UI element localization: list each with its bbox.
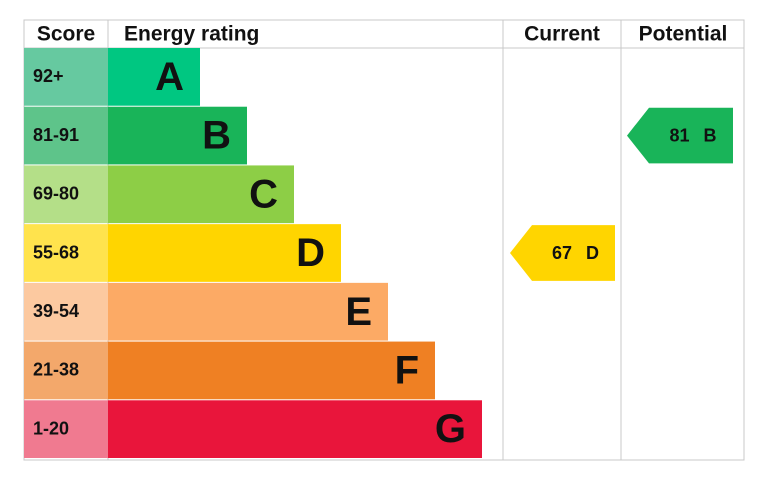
score-cell (24, 106, 108, 165)
score-cell (24, 341, 108, 400)
rating-bar (108, 341, 435, 400)
score-range: 55-68 (33, 242, 79, 262)
score-cell (24, 224, 108, 282)
rating-letter: D (296, 231, 325, 275)
score-range: 21-38 (33, 360, 79, 380)
score-cell (24, 400, 108, 458)
potential-arrow (627, 107, 733, 164)
score-cell (24, 48, 108, 106)
score-range: 39-54 (33, 301, 79, 321)
rating-letter: E (345, 290, 372, 334)
rating-letter: C (249, 172, 278, 216)
potential-band: B (704, 125, 717, 145)
current-band: D (586, 243, 599, 263)
score-range: 69-80 (33, 184, 79, 204)
header-current: Current (524, 23, 600, 46)
rating-letter: F (395, 348, 419, 392)
rating-bar (108, 400, 482, 458)
header-potential: Potential (639, 23, 728, 46)
score-range: 1-20 (33, 418, 69, 438)
rating-bar (108, 48, 200, 106)
rating-bar (108, 224, 341, 282)
rating-bar (108, 106, 247, 165)
header-score: Score (37, 23, 95, 46)
current-arrow (510, 225, 615, 281)
rating-letter: G (435, 407, 466, 451)
header-rating: Energy rating (124, 23, 259, 46)
rating-letter: B (202, 114, 231, 158)
potential-label: 81 B (669, 125, 716, 145)
rating-letter: A (155, 55, 184, 99)
current-label: 67 D (552, 243, 599, 263)
rating-bar (108, 165, 294, 224)
score-cell (24, 282, 108, 341)
score-cell (24, 165, 108, 224)
potential-score: 81 (669, 125, 689, 145)
rating-bar (108, 282, 388, 341)
current-score: 67 (552, 243, 572, 263)
score-range: 81-91 (33, 125, 79, 145)
score-range: 92+ (33, 66, 64, 86)
